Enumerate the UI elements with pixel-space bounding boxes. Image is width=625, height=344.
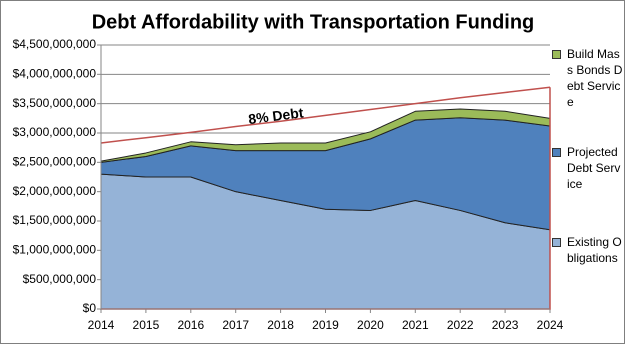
legend-item: Build Mass Bonds Debt Service <box>549 46 623 110</box>
y-tick-label: $4,000,000,000 <box>13 67 97 81</box>
legend-item: Projected Debt Service <box>549 144 623 192</box>
legend-label: Build Mass Bonds Debt Service <box>567 47 623 109</box>
y-tick-label: $3,500,000,000 <box>13 96 97 110</box>
x-tick-label: 2021 <box>402 318 429 332</box>
legend-item: Existing Obligations <box>549 234 623 266</box>
legend-swatch <box>552 148 561 157</box>
y-tick-label: $1,000,000,000 <box>13 243 97 257</box>
legend-swatch <box>552 238 561 247</box>
legend-label: Existing Obligations <box>567 235 622 265</box>
legend-label: Projected Debt Service <box>567 145 621 191</box>
y-tick-label: $2,500,000,000 <box>13 155 97 169</box>
x-tick-label: 2015 <box>133 318 160 332</box>
chart-title: Debt Affordability with Transportation F… <box>92 11 535 33</box>
x-tick-label: 2019 <box>312 318 339 332</box>
x-tick-label: 2017 <box>222 318 249 332</box>
legend-swatch <box>552 50 561 59</box>
annotation: 8% Debt <box>247 104 304 127</box>
x-tick-label: 2016 <box>177 318 204 332</box>
y-tick-label: $3,000,000,000 <box>13 125 97 139</box>
x-tick-label: 2022 <box>447 318 474 332</box>
line <box>100 86 551 144</box>
x-tick-label: 2014 <box>88 318 115 332</box>
x-tick-label: 2018 <box>267 318 294 332</box>
y-tick-label: $2,000,000,000 <box>13 184 97 198</box>
x-tick-label: 2020 <box>357 318 384 332</box>
y-tick-label: $0 <box>83 301 97 315</box>
y-tick-label: $500,000,000 <box>23 272 97 286</box>
x-tick-label: 2023 <box>492 318 519 332</box>
x-tick-label: 2024 <box>537 318 564 332</box>
y-tick-label: $1,500,000,000 <box>13 213 97 227</box>
y-tick-label: $4,500,000,000 <box>13 37 97 51</box>
